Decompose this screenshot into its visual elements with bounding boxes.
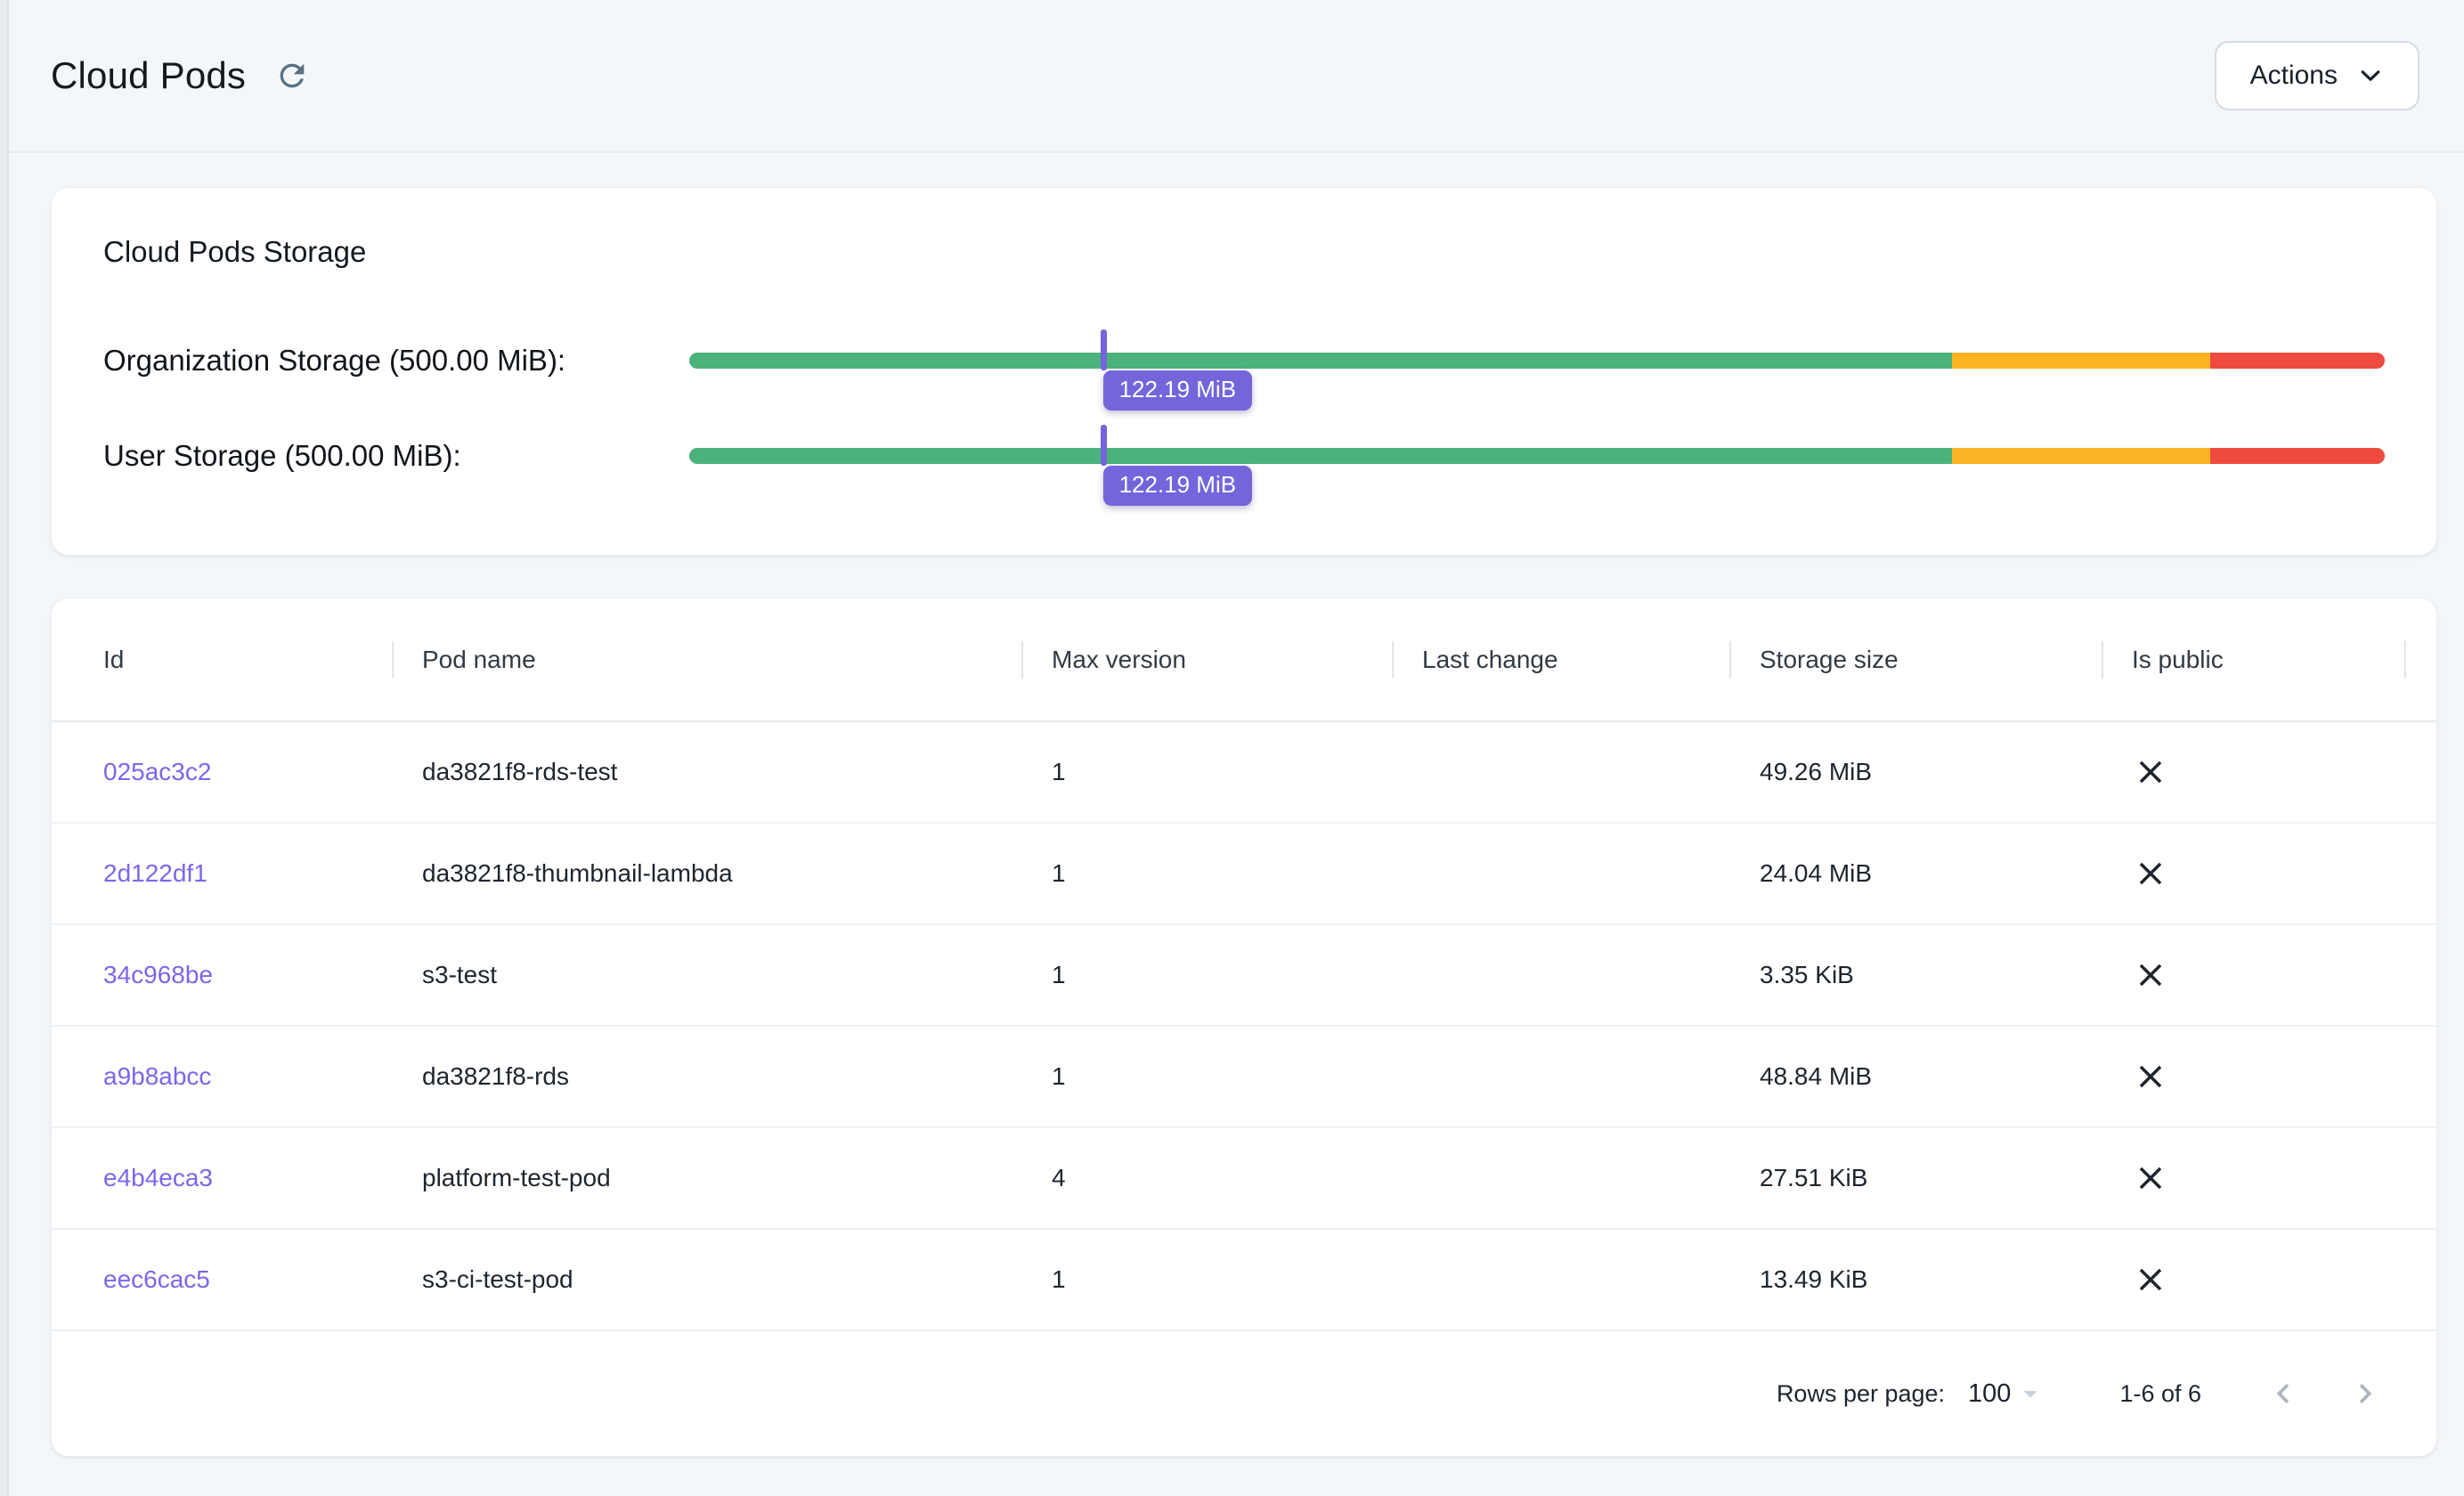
max-version-cell: 1 [1052,1265,1066,1293]
is-public-cell [2103,1027,2406,1126]
table-row: a9b8abcc da3821f8-rds 1 48.84 MiB [52,1027,2436,1128]
previous-page-button[interactable] [2255,1365,2312,1422]
last-change-cell [1394,722,1731,822]
last-change-cell [1394,1230,1731,1329]
bar-value-chip: 122.19 MiB [1102,465,1253,506]
chevron-left-icon [2276,1384,2289,1403]
last-change-cell [1394,824,1731,923]
pagination-range: 1-6 of 6 [2119,1379,2201,1407]
rows-per-page-select[interactable]: 100 [1968,1378,2046,1410]
storage-size-cell: 13.49 KiB [1760,1265,1868,1293]
table-header-row: Id Pod name Max version Last change Stor… [52,598,2436,722]
is-public-cell [2103,722,2406,822]
storage-bar-track [689,447,2385,464]
last-change-cell [1394,1128,1731,1228]
max-version-cell: 1 [1052,859,1066,887]
rows-per-page-label: Rows per page: [1776,1379,1946,1407]
close-icon [2139,963,2162,987]
is-public-cell [2103,1230,2406,1329]
table-body: 025ac3c2 da3821f8-rds-test 1 49.26 MiB 2… [52,722,2436,1331]
bar-segment-green [689,352,1953,369]
column-header-storage-size[interactable]: Storage size [1731,598,2103,720]
storage-bar-track [689,352,2385,369]
bar-value-chip: 122.19 MiB [1102,370,1253,411]
next-page-button[interactable] [2337,1365,2394,1422]
is-public-cell [2103,824,2406,923]
storage-size-cell: 27.51 KiB [1760,1164,1868,1191]
pod-id-link[interactable]: eec6cac5 [103,1265,210,1293]
organization-storage-row: Organization Storage (500.00 MiB): 122.1… [103,313,2385,411]
storage-card-title: Cloud Pods Storage [103,235,367,268]
actions-button-label: Actions [2249,61,2338,90]
user-storage-bar: 122.19 MiB [689,424,2385,506]
column-header-id[interactable]: Id [103,598,394,720]
refresh-button[interactable] [269,53,315,99]
pod-name-cell: s3-test [422,961,498,988]
pod-name-cell: da3821f8-rds-test [422,758,618,785]
last-change-cell [1394,1027,1731,1126]
column-header-max-version[interactable]: Max version [1023,598,1394,720]
bar-segment-red [2209,447,2385,464]
close-icon [2139,760,2162,784]
column-header-is-public[interactable]: Is public [2103,598,2406,720]
page-title-group: Cloud Pods [51,53,315,99]
storage-size-cell: 3.35 KiB [1760,961,1854,988]
max-version-cell: 4 [1052,1164,1066,1191]
rows-per-page-value: 100 [1968,1378,2012,1408]
pod-id-link[interactable]: a9b8abcc [103,1062,212,1090]
chevron-right-icon [2359,1384,2372,1403]
max-version-cell: 1 [1052,961,1066,988]
bar-marker [1100,424,1107,466]
page-header: Cloud Pods Actions [0,0,2464,153]
table-row: 2d122df1 da3821f8-thumbnail-lambda 1 24.… [52,824,2436,925]
organization-storage-bar: 122.19 MiB [689,329,2385,411]
user-storage-row: User Storage (500.00 MiB): 122.19 MiB [103,408,2385,506]
is-public-cell [2103,925,2406,1025]
pod-name-cell: s3-ci-test-pod [422,1265,573,1293]
pod-name-cell: da3821f8-rds [422,1062,570,1090]
close-icon [2139,862,2162,885]
table-row: e4b4eca3 platform-test-pod 4 27.51 KiB [52,1128,2436,1230]
table-pagination: Rows per page: 100 1-6 of 6 [52,1331,2436,1456]
page-content: Cloud Pods Storage Organization Storage … [0,153,2464,1457]
close-icon [2139,1268,2162,1291]
storage-card: Cloud Pods Storage Organization Storage … [51,187,2437,556]
column-header-last-change[interactable]: Last change [1394,598,1731,720]
organization-storage-label: Organization Storage (500.00 MiB): [103,343,566,377]
table-row: 025ac3c2 da3821f8-rds-test 1 49.26 MiB [52,722,2436,824]
storage-size-cell: 49.26 MiB [1760,758,1873,785]
pod-id-link[interactable]: 2d122df1 [103,859,207,887]
chevron-down-icon [2361,70,2380,81]
bar-segment-amber [1952,447,2210,464]
column-header-pod-name[interactable]: Pod name [394,598,1023,720]
close-icon [2139,1065,2162,1088]
pod-id-link[interactable]: 025ac3c2 [103,758,212,785]
last-change-cell [1394,925,1731,1025]
bar-segment-red [2209,352,2385,369]
bar-segment-green [689,447,1953,464]
close-icon [2139,1167,2162,1190]
table-row: eec6cac5 s3-ci-test-pod 1 13.49 KiB [52,1230,2436,1331]
storage-size-cell: 24.04 MiB [1760,859,1873,887]
table-row: 34c968be s3-test 1 3.35 KiB [52,925,2436,1027]
pod-name-cell: da3821f8-thumbnail-lambda [422,859,733,887]
cloud-pods-table: Id Pod name Max version Last change Stor… [51,598,2437,1457]
pod-id-link[interactable]: 34c968be [103,961,214,988]
refresh-icon [280,63,305,88]
bar-marker [1100,329,1107,370]
is-public-cell [2103,1128,2406,1228]
arrow-dropdown-icon [2023,1391,2037,1398]
actions-button[interactable]: Actions [2214,41,2419,110]
pod-name-cell: platform-test-pod [422,1164,611,1191]
storage-size-cell: 48.84 MiB [1760,1062,1873,1090]
bar-segment-amber [1952,352,2210,369]
page-title: Cloud Pods [51,54,247,96]
pod-id-link[interactable]: e4b4eca3 [103,1164,214,1191]
max-version-cell: 1 [1052,758,1066,785]
max-version-cell: 1 [1052,1062,1066,1090]
user-storage-label: User Storage (500.00 MiB): [103,438,461,472]
